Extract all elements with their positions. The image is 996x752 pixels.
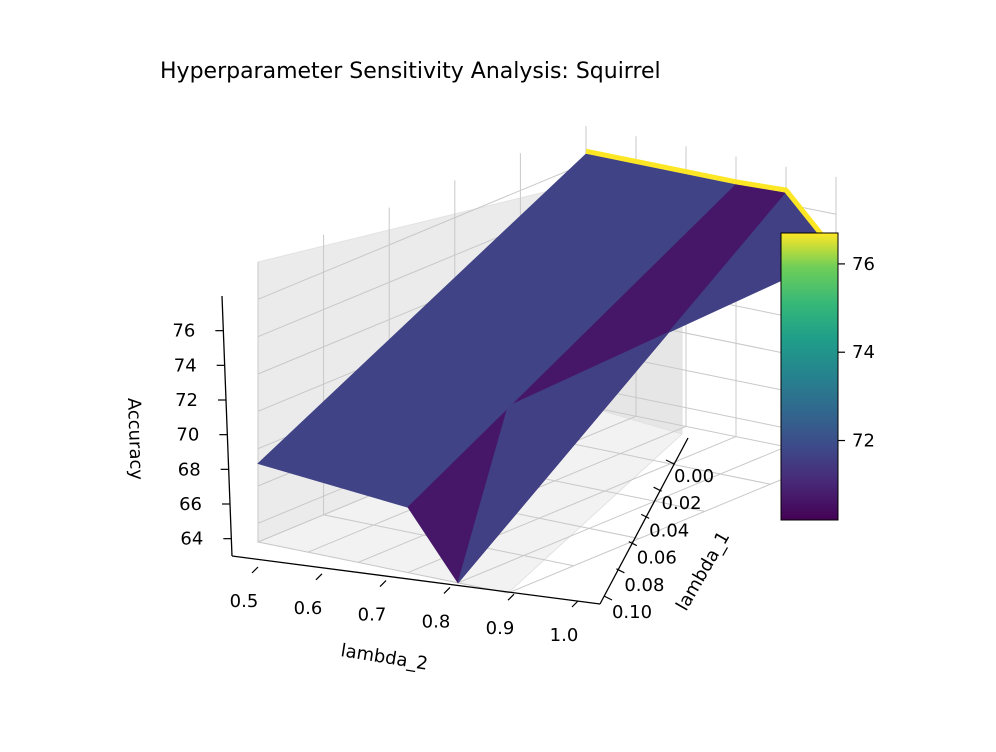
- colorbar-tick-label: 74: [852, 342, 875, 363]
- colorbar-tick-label: 72: [852, 431, 875, 452]
- lambda-1-ticks: 0.00 0.02 0.04 0.06 0.08 0.10: [603, 459, 714, 623]
- lambda-1-tick-label: 0.06: [637, 548, 677, 569]
- lambda-1-tick: [603, 595, 613, 601]
- lambda-1-tick: [616, 568, 625, 574]
- accuracy-tick-label: 70: [176, 425, 199, 446]
- accuracy-tick-label: 64: [180, 529, 203, 550]
- lambda-1-tick-label: 0.10: [612, 602, 652, 623]
- lambda-2-ticks: 0.5 0.6 0.7 0.8 0.9 1.0: [230, 566, 579, 646]
- lambda-1-tick: [653, 486, 662, 492]
- accuracy-tick-label: 68: [178, 459, 201, 480]
- lambda-2-tick-label: 0.7: [358, 605, 387, 626]
- lambda-1-tick-label: 0.08: [624, 575, 664, 596]
- lambda-2-tick: [315, 573, 323, 581]
- lambda-1-tick-label: 0.04: [649, 520, 689, 541]
- grid-line: [323, 234, 574, 567]
- lambda-2-axis-label: lambda_2: [339, 640, 429, 674]
- colorbar-ticks: 72 74 76: [838, 254, 875, 452]
- lambda-2-tick: [443, 586, 451, 594]
- accuracy-tick-label: 76: [172, 321, 195, 342]
- lambda-2-tick-label: 0.6: [294, 598, 323, 619]
- colorbar: [780, 232, 839, 521]
- lambda-2-tick: [507, 593, 515, 601]
- accuracy-tick-label: 66: [179, 494, 202, 515]
- lambda-2-tick-label: 1.0: [550, 625, 579, 646]
- lambda-2-tick-label: 0.5: [230, 591, 259, 612]
- accuracy-axis-label: Accuracy: [123, 397, 147, 480]
- lambda-2-tick: [251, 566, 259, 574]
- accuracy-tick-label: 72: [175, 390, 198, 411]
- lambda-2-axis-line: [231, 555, 601, 605]
- lambda-1-tick-label: 0.00: [674, 466, 714, 487]
- colorbar-tick-label: 76: [852, 254, 875, 275]
- grid-line: [257, 262, 509, 594]
- lambda-2-tick-label: 0.9: [486, 618, 515, 639]
- lambda-1-tick: [640, 513, 650, 519]
- lambda-1-tick: [628, 541, 638, 547]
- lambda-1-tick-label: 0.02: [662, 493, 702, 514]
- chart-title: Hyperparameter Sensitivity Analysis: Squ…: [160, 59, 661, 84]
- lambda-2-tick: [571, 600, 579, 608]
- accuracy-ticks: 64 66 68 70 72 74 76: [172, 321, 232, 550]
- lambda-2-tick-label: 0.8: [422, 611, 451, 632]
- surface-edge: [585, 148, 838, 255]
- lambda-1-tick: [665, 459, 675, 465]
- lambda-1-axis-line: [599, 437, 689, 605]
- accuracy-axis-line: [221, 295, 233, 557]
- accuracy-tick-label: 74: [174, 355, 197, 376]
- lambda-2-tick: [379, 580, 387, 588]
